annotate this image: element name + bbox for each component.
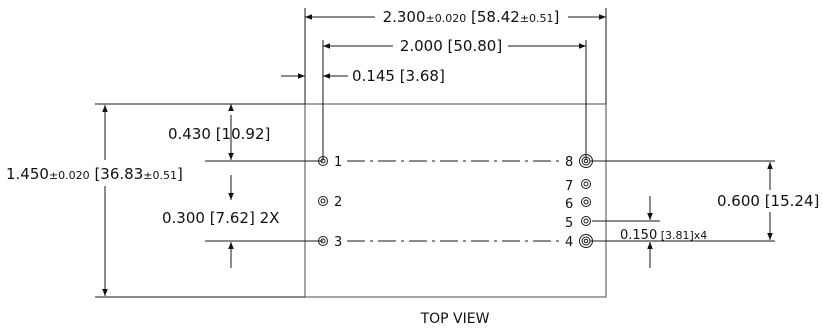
pin-5-label: 5 [565, 216, 573, 231]
pin-8: 8 [565, 154, 593, 170]
pin-3: 3 [318, 235, 342, 250]
dimension-right-span: 0.600 [15.24] [717, 162, 819, 240]
pin-4: 4 [565, 234, 593, 250]
pin-1: 1 [318, 155, 342, 170]
dimension-top-offset: 0.430 [10.92] [168, 104, 270, 160]
dimension-right-pitch: 0.150 [3.81]x4 [620, 196, 707, 268]
top-offset-text: 0.430 [10.92] [168, 125, 270, 143]
dimension-pin-span: 2.000 [50.80] [323, 37, 586, 55]
left-offset-text: 0.145 [3.68] [352, 67, 445, 85]
right-pitch-text: 0.150 [3.81]x4 [620, 228, 707, 243]
pin-span-text: 2.000 [50.80] [400, 37, 502, 55]
view-label: TOP VIEW [420, 311, 490, 327]
pin-6: 6 [565, 197, 591, 212]
centerlines [347, 160, 560, 242]
pin-2-label: 2 [334, 195, 342, 210]
overall-width-text: 2.300±0.020 [58.42±0.51] [383, 8, 560, 26]
height-text: 1.450±0.020 [36.83±0.51] [6, 165, 183, 183]
package-outline [304, 103, 607, 298]
dimension-overall-width: 2.300±0.020 [58.42±0.51] [305, 8, 606, 26]
pin-7: 7 [565, 179, 591, 194]
pin-1-label: 1 [334, 155, 342, 170]
pin-7-label: 7 [565, 179, 573, 194]
pin-5: 5 [565, 216, 591, 231]
pin-4-label: 4 [565, 235, 573, 250]
right-span-text: 0.600 [15.24] [717, 192, 819, 210]
dimension-left-offset: 0.145 [3.68] [281, 67, 445, 85]
dimension-left-pitch: 0.300 [7.62] 2X [162, 175, 279, 268]
extension-lines [95, 8, 775, 298]
dimension-height: 1.450±0.020 [36.83±0.51] [6, 105, 183, 296]
pin-2: 2 [318, 195, 342, 210]
pin-8-label: 8 [565, 155, 573, 170]
pin-6-label: 6 [565, 197, 573, 212]
left-pitch-text: 0.300 [7.62] 2X [162, 209, 279, 227]
pin-3-label: 3 [334, 235, 342, 250]
